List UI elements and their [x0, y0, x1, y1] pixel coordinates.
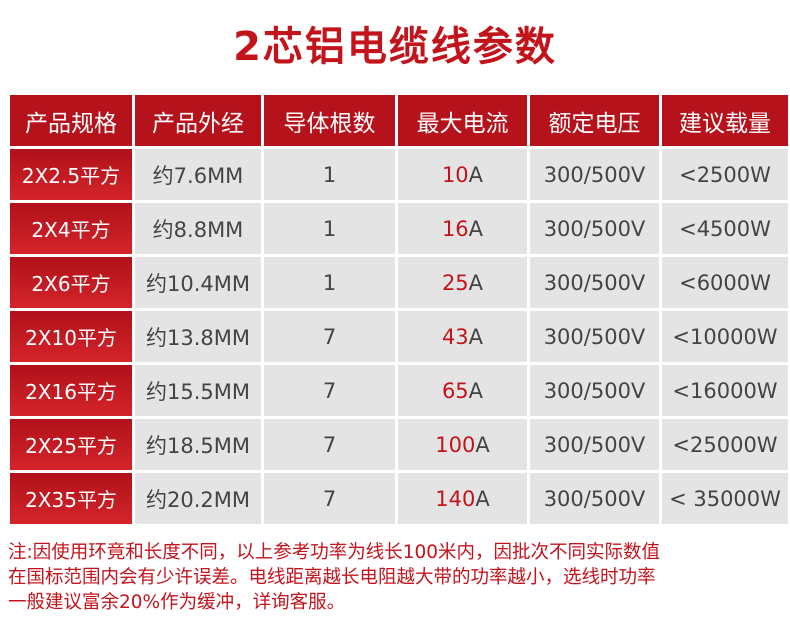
header-cell: 建议载量 — [662, 95, 788, 146]
data-cell: <2500W — [662, 149, 788, 200]
spec-cell: 2X6平方 — [10, 257, 132, 308]
data-cell: 约8.8MM — [135, 203, 261, 254]
data-cell: 约13.8MM — [135, 311, 261, 362]
header-cell: 产品外经 — [135, 95, 261, 146]
data-cell: 约20.2MM — [135, 473, 261, 524]
data-cell: 65 A — [398, 365, 527, 416]
data-cell: 25 A — [398, 257, 527, 308]
data-cell: 7 — [264, 419, 395, 470]
header-cell: 导体根数 — [264, 95, 395, 146]
data-cell: 300/500V — [530, 203, 659, 254]
spec-cell: 2X16平方 — [10, 365, 132, 416]
data-cell: 300/500V — [530, 419, 659, 470]
data-cell: 300/500V — [530, 257, 659, 308]
spec-cell: 2X35平方 — [10, 473, 132, 524]
data-cell: < 35000W — [662, 473, 788, 524]
data-cell: <25000W — [662, 419, 788, 470]
data-cell: 7 — [264, 473, 395, 524]
data-cell: 300/500V — [530, 149, 659, 200]
data-cell: 1 — [264, 257, 395, 308]
data-cell: 7 — [264, 365, 395, 416]
title: 2芯铝电缆线参数 — [233, 24, 557, 70]
data-cell: 300/500V — [530, 365, 659, 416]
data-cell: <4500W — [662, 203, 788, 254]
note-line: 一般建议富余20%作为缓冲，详询客服。 — [8, 592, 346, 613]
note-line: 在国标范围内会有少许误差。电线距离越长电阻越大带的功率越小，选线时功率 — [8, 567, 656, 588]
data-cell: 1 — [264, 149, 395, 200]
spec-cell: 2X10平方 — [10, 311, 132, 362]
data-cell: 1 — [264, 203, 395, 254]
table: 产品规格 产品外经 导体根数 最大电流 额定电压 建议载量 2X2.5平方 约7.6MM 1 10… — [10, 95, 788, 524]
data-cell: 300/500V — [530, 473, 659, 524]
data-cell: <6000W — [662, 257, 788, 308]
header-cell: 产品规格 — [10, 95, 132, 146]
note: 注:因使用环竟和长度不同，以上参考功率为线长100米内，因批次不同实际数值 在国标… — [8, 540, 788, 615]
data-cell: <16000W — [662, 365, 788, 416]
spec-cell: 2X2.5平方 — [10, 149, 132, 200]
spec-cell: 2X25平方 — [10, 419, 132, 470]
header-cell: 最大电流 — [398, 95, 527, 146]
data-cell: 10 A — [398, 149, 527, 200]
data-cell: 100 A — [398, 419, 527, 470]
note-line: 注:因使用环竟和长度不同，以上参考功率为线长100米内，因批次不同实际数值 — [8, 542, 661, 563]
data-cell: 300/500V — [530, 311, 659, 362]
data-cell: 16 A — [398, 203, 527, 254]
data-cell: 140 A — [398, 473, 527, 524]
data-cell: 约15.5MM — [135, 365, 261, 416]
data-cell: 约10.4MM — [135, 257, 261, 308]
header-cell: 额定电压 — [530, 95, 659, 146]
spec-cell: 2X4平方 — [10, 203, 132, 254]
data-cell: 7 — [264, 311, 395, 362]
data-cell: 约18.5MM — [135, 419, 261, 470]
data-cell: 43 A — [398, 311, 527, 362]
data-cell: <10000W — [662, 311, 788, 362]
data-cell: 约7.6MM — [135, 149, 261, 200]
